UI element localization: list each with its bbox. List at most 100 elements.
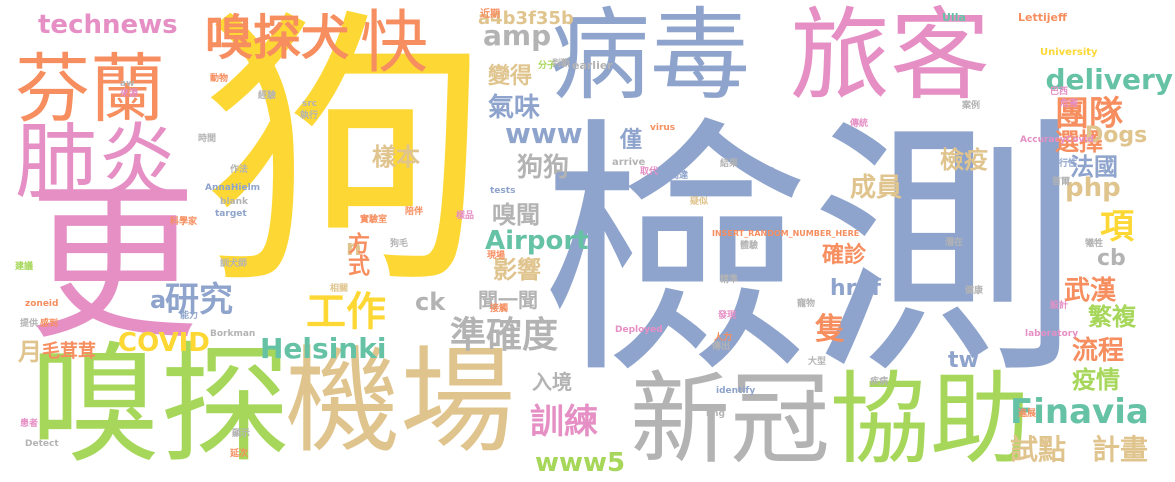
word-35: 研究 bbox=[165, 280, 233, 320]
word-23: 法國 bbox=[1070, 153, 1118, 181]
word-127: 訓犬師 bbox=[220, 259, 248, 269]
word-119: 傳出 bbox=[712, 342, 731, 352]
word-97: 作法 bbox=[230, 165, 249, 175]
word-7: 協助 bbox=[830, 361, 1030, 478]
word-www: www bbox=[505, 117, 583, 150]
word-annahielm: AnnaHielm bbox=[205, 183, 261, 193]
word-27: 僅 bbox=[620, 128, 643, 153]
word-dogs: Dogs bbox=[1085, 123, 1148, 148]
word-a: a bbox=[150, 286, 167, 314]
word-54: 入境 bbox=[532, 370, 572, 394]
word-117: 體驗 bbox=[740, 241, 759, 251]
word-122: 疑似 bbox=[690, 197, 709, 207]
word-helsinki: Helsinki bbox=[260, 332, 387, 365]
word-128: 能力 bbox=[180, 311, 199, 321]
word-33: 影響 bbox=[493, 256, 541, 284]
word-124: 接觸 bbox=[490, 304, 509, 314]
word-49: 月 bbox=[18, 338, 42, 366]
word-11: 嗅探犬 bbox=[205, 10, 350, 66]
word-airport: Airport bbox=[485, 226, 589, 256]
word-insert-random-number-here: INSERT_RANDOM_NUMBER_HERE bbox=[712, 229, 860, 238]
word-125: 延次 bbox=[230, 449, 249, 459]
word-covid: COVID bbox=[118, 328, 210, 358]
word-115: 相關 bbox=[330, 284, 349, 294]
word-105: 時間 bbox=[198, 134, 217, 144]
word-106: 分子 bbox=[538, 61, 557, 71]
word-101: 人力 bbox=[714, 333, 733, 343]
word-earlier: earlier bbox=[572, 59, 613, 72]
word-93: 來源 bbox=[120, 89, 139, 99]
word-107: 判斷 bbox=[552, 59, 571, 69]
word-30: 嗅聞 bbox=[492, 201, 540, 229]
word-116: 寵物 bbox=[797, 299, 816, 309]
word-103: 結果 bbox=[720, 159, 739, 169]
word-university: University bbox=[1040, 47, 1098, 58]
word-96: 科學家 bbox=[170, 217, 198, 227]
word-45: 隻 bbox=[815, 312, 845, 347]
word-4: 嗅探 bbox=[30, 329, 291, 481]
word-85: 實驗室 bbox=[360, 215, 388, 225]
word-arrive: arrive bbox=[612, 157, 646, 168]
word-zoneid: zoneid bbox=[25, 299, 59, 309]
word-111: 疾病 bbox=[870, 377, 889, 387]
word-www5: www5 bbox=[535, 448, 626, 478]
word-src: src bbox=[302, 99, 318, 109]
word-60: 計畫 bbox=[1092, 433, 1149, 466]
word-blank: blank bbox=[220, 197, 248, 207]
word-57: 訓練 bbox=[530, 402, 598, 442]
word-26: 檢疫 bbox=[940, 146, 988, 174]
word-36: 工作 bbox=[306, 289, 386, 335]
word-29: 成員 bbox=[850, 173, 903, 203]
word-ck: ck bbox=[415, 288, 446, 316]
word-126: 陪伴 bbox=[405, 207, 424, 217]
word-53: 流程 bbox=[1072, 336, 1125, 366]
word-118: 精準 bbox=[720, 275, 739, 285]
word-cb: cb bbox=[1097, 246, 1126, 271]
word-109: 進展 bbox=[1018, 409, 1037, 419]
word-104: 提供 bbox=[20, 319, 39, 329]
word-90: 潛在 bbox=[945, 238, 964, 248]
word-img: img bbox=[706, 409, 725, 419]
word-92: 首爾 bbox=[1052, 177, 1071, 187]
word-n: n bbox=[346, 236, 362, 261]
word-virus: virus bbox=[650, 123, 676, 133]
word-47: 繁複 bbox=[1088, 303, 1136, 331]
word-55: 疫情 bbox=[1072, 366, 1120, 394]
word-19: 氣味 bbox=[488, 93, 541, 123]
word-ulla: Ulla bbox=[942, 11, 966, 24]
word-2: 病毒 bbox=[550, 0, 750, 114]
word-target: target bbox=[215, 209, 247, 219]
word-94: 經驗 bbox=[258, 91, 277, 101]
word-identify: identify bbox=[716, 386, 756, 396]
word-121: 樣品 bbox=[456, 211, 475, 221]
word-php: php bbox=[1065, 173, 1121, 203]
word-89: 取代 bbox=[640, 167, 659, 177]
word-91: 健康 bbox=[965, 286, 984, 296]
word-17: 團隊 bbox=[1055, 94, 1123, 134]
word-59: 試點 bbox=[1010, 433, 1067, 466]
word-130: 顯示 bbox=[232, 429, 251, 439]
word-41: 聞一聞 bbox=[478, 288, 538, 312]
word-lettijeff: Lettijeff bbox=[1018, 11, 1067, 24]
word-95: 動物 bbox=[210, 74, 229, 84]
word-1: 檢測 bbox=[540, 95, 1080, 410]
word-61: 近期 bbox=[480, 9, 500, 20]
word-laboratory: laboratory bbox=[1025, 329, 1079, 339]
word-accuracycovid: AccuracyCovid bbox=[1020, 135, 1094, 145]
word-113: 建議 bbox=[15, 262, 34, 272]
word-110: 犧牲 bbox=[1085, 239, 1104, 249]
word-112: 感到 bbox=[40, 319, 59, 329]
word-44: 武漢 bbox=[1064, 276, 1117, 306]
word-86: 可行性 bbox=[1050, 159, 1078, 169]
word-34: 確診 bbox=[822, 243, 867, 268]
word-129: 傳統 bbox=[850, 119, 869, 129]
word-detect: Detect bbox=[25, 439, 59, 449]
word-delivery: delivery bbox=[1045, 63, 1173, 96]
word-50: 毛茸茸 bbox=[42, 341, 96, 362]
word-3: 旅客 bbox=[790, 0, 990, 114]
word-tests: tests bbox=[490, 186, 516, 196]
word-66: 巴西 bbox=[1050, 87, 1069, 97]
word-8: 芬蘭 bbox=[15, 45, 166, 133]
word-102: 大型 bbox=[808, 357, 827, 367]
